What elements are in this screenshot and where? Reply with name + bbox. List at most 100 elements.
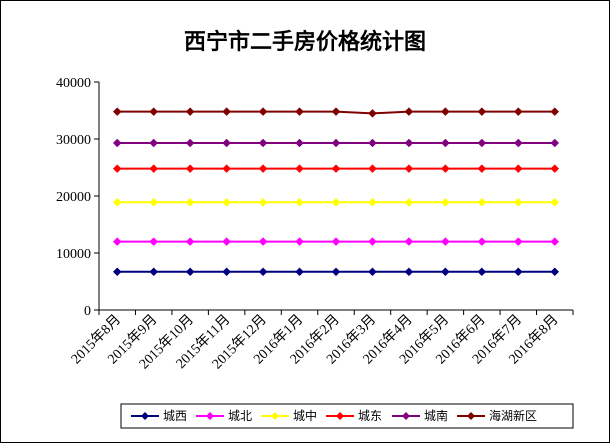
data-point — [404, 107, 414, 116]
data-point — [404, 138, 414, 148]
data-point — [258, 267, 268, 277]
data-point — [404, 164, 414, 173]
data-point — [258, 164, 268, 173]
chart-axes: 0100002000030000400002015年8月2015年9月2015年… — [56, 76, 574, 372]
data-point — [149, 237, 159, 246]
data-point — [550, 197, 560, 207]
data-point — [222, 164, 231, 173]
data-point — [185, 267, 195, 277]
data-point — [295, 138, 304, 148]
data-point — [513, 164, 523, 173]
data-point — [513, 107, 523, 116]
legend-swatch-marker — [141, 412, 149, 420]
chart-title: 西宁市二手房价格统计图 — [184, 29, 426, 55]
data-point — [112, 107, 122, 116]
data-point — [185, 237, 195, 246]
y-tick-label: 40000 — [56, 76, 91, 91]
legend-label: 城西 — [163, 409, 187, 423]
data-point — [222, 197, 231, 207]
data-point — [295, 107, 304, 116]
data-point — [550, 138, 560, 148]
data-point — [112, 164, 122, 173]
legend-swatch-marker — [467, 412, 475, 420]
data-point — [441, 138, 450, 148]
data-point — [441, 197, 450, 207]
data-point — [441, 267, 450, 277]
legend-label: 城北 — [228, 409, 252, 423]
legend-label: 城东 — [358, 409, 382, 423]
legend-label: 城中 — [293, 408, 317, 423]
data-point — [295, 267, 304, 277]
data-point — [513, 197, 523, 207]
data-point — [331, 138, 341, 148]
data-point — [258, 197, 268, 207]
series-group — [112, 267, 560, 277]
data-point — [513, 237, 523, 246]
data-point — [149, 107, 159, 116]
series-group — [112, 164, 560, 173]
data-point — [331, 237, 341, 246]
y-tick-label: 20000 — [56, 190, 91, 205]
data-point — [441, 107, 450, 116]
data-point — [404, 237, 414, 246]
data-point — [222, 107, 231, 116]
data-point — [477, 164, 487, 173]
data-point — [295, 164, 304, 173]
data-point — [185, 107, 195, 116]
data-point — [550, 267, 560, 277]
data-point — [112, 138, 122, 148]
data-point — [368, 138, 377, 148]
data-point — [331, 107, 341, 116]
data-point — [550, 237, 560, 246]
series-layer — [112, 107, 560, 277]
y-tick-label: 10000 — [56, 247, 91, 262]
data-point — [368, 108, 377, 118]
legend-swatch-marker — [336, 412, 344, 420]
data-point — [331, 164, 341, 173]
data-point — [368, 197, 377, 207]
data-point — [550, 164, 560, 173]
series-group — [112, 197, 560, 207]
data-point — [441, 164, 450, 173]
data-point — [258, 138, 268, 148]
data-point — [112, 237, 122, 246]
series-group — [112, 138, 560, 148]
data-point — [368, 237, 377, 246]
data-point — [550, 107, 560, 116]
data-point — [513, 138, 523, 148]
data-point — [441, 237, 450, 246]
data-point — [331, 267, 341, 277]
data-point — [185, 138, 195, 148]
y-tick-label: 0 — [84, 304, 91, 319]
data-point — [112, 267, 122, 277]
data-point — [477, 138, 487, 148]
data-point — [295, 197, 304, 207]
data-point — [258, 107, 268, 116]
data-point — [404, 267, 414, 277]
series-group — [112, 107, 560, 118]
data-point — [513, 267, 523, 277]
data-point — [222, 267, 231, 277]
data-point — [222, 138, 231, 148]
data-point — [477, 107, 487, 116]
data-point — [368, 267, 377, 277]
data-point — [149, 197, 159, 207]
legend-swatch-marker — [271, 412, 279, 420]
legend-label: 海湖新区 — [489, 408, 537, 423]
y-tick-label: 30000 — [56, 133, 91, 148]
data-point — [477, 237, 487, 246]
data-point — [477, 267, 487, 277]
legend-swatch-marker — [206, 412, 214, 420]
data-point — [331, 197, 341, 207]
legend-label: 城南 — [424, 408, 448, 423]
data-point — [222, 237, 231, 246]
data-point — [112, 197, 122, 207]
data-point — [295, 237, 304, 246]
data-point — [185, 197, 195, 207]
data-point — [185, 164, 195, 173]
data-point — [149, 267, 159, 277]
legend: 城西 城北 城中 城东 城南 海湖新区 — [120, 403, 574, 429]
series-group — [112, 237, 560, 246]
legend-swatch-marker — [402, 412, 410, 420]
